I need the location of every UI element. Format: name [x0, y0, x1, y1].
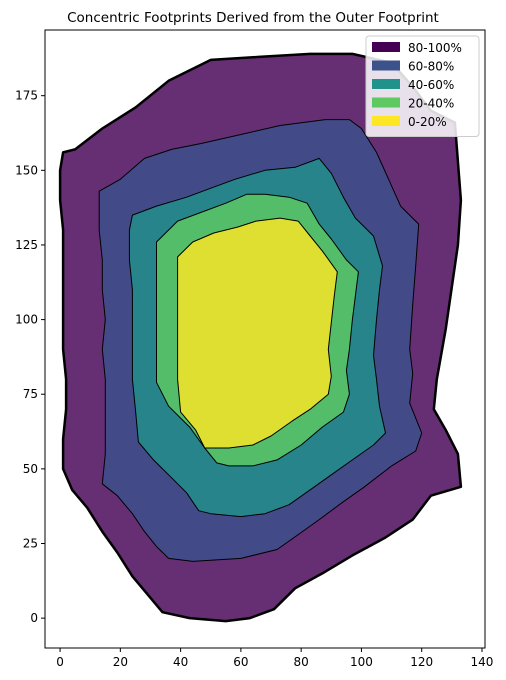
x-tick-label: 0	[56, 655, 64, 669]
legend-label-20-40: 20-40%	[408, 97, 454, 111]
footprint-polygons	[58, 52, 463, 623]
y-tick-label: 50	[23, 462, 38, 476]
y-tick-label: 150	[15, 163, 38, 177]
y-tick-label: 175	[15, 89, 38, 103]
legend-swatch-60-80	[372, 60, 400, 71]
axes-frame	[44, 29, 486, 649]
legend-label-60-80: 60-80%	[408, 60, 454, 74]
y-axis: 0 25 50 75 100 125 150 175	[15, 89, 45, 625]
footprint-0-20	[177, 217, 338, 449]
x-tick-label: 20	[113, 655, 128, 669]
legend-swatch-80-100	[372, 42, 400, 52]
y-tick-label: 100	[15, 313, 38, 327]
legend-swatch-40-60	[372, 79, 400, 89]
legend-label-80-100: 80-100%	[408, 41, 462, 55]
x-tick-label: 140	[471, 655, 494, 669]
y-tick-label: 0	[30, 611, 38, 625]
legend-swatch-20-40	[372, 97, 400, 108]
legend-label-40-60: 40-60%	[408, 78, 454, 92]
x-tick-label: 80	[294, 655, 309, 669]
legend-label-0-20: 0-20%	[408, 115, 447, 129]
x-tick-label: 60	[233, 655, 248, 669]
y-tick-label: 125	[15, 238, 38, 252]
x-tick-label: 120	[410, 655, 433, 669]
y-tick-label: 75	[23, 387, 38, 401]
chart-title: Concentric Footprints Derived from the O…	[67, 10, 439, 26]
x-tick-label: 100	[350, 655, 373, 669]
legend: 80-100% 60-80% 40-60% 20-40% 0-20%	[365, 35, 480, 137]
y-tick-label: 25	[23, 537, 38, 551]
x-axis: 0 20 40 60 80 100 120 140	[56, 648, 493, 669]
x-tick-label: 40	[173, 655, 188, 669]
legend-swatch-0-20	[372, 116, 400, 126]
